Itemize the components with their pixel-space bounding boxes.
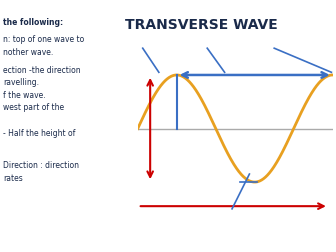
Text: rates: rates bbox=[3, 174, 23, 183]
Text: the following:: the following: bbox=[3, 18, 64, 27]
Text: n: top of one wave to: n: top of one wave to bbox=[3, 35, 85, 44]
Text: ection -the direction: ection -the direction bbox=[3, 66, 81, 75]
Text: - Half the height of: - Half the height of bbox=[3, 129, 76, 138]
Text: west part of the: west part of the bbox=[3, 103, 65, 112]
Text: TRANSVERSE WAVE: TRANSVERSE WAVE bbox=[125, 18, 278, 32]
Text: ravelling.: ravelling. bbox=[3, 78, 39, 87]
Text: f the wave.: f the wave. bbox=[3, 91, 46, 100]
Text: nother wave.: nother wave. bbox=[3, 48, 54, 57]
Text: Direction : direction: Direction : direction bbox=[3, 161, 79, 170]
